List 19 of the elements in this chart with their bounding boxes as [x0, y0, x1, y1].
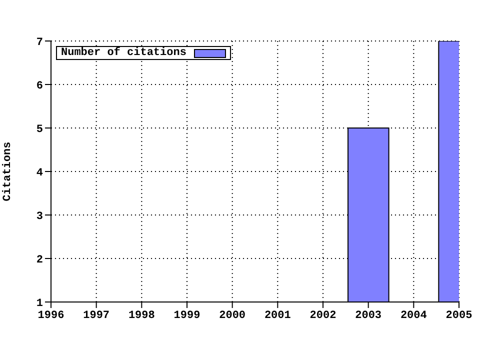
y-tick-label: 7 — [36, 36, 43, 49]
x-tick-label: 1999 — [174, 310, 200, 322]
y-tick-label: 6 — [36, 80, 43, 92]
y-tick-label: 1 — [36, 298, 44, 310]
legend-label: Number of citations — [61, 47, 186, 59]
y-tick-label: 2 — [36, 254, 43, 266]
x-tick-label: 1998 — [128, 310, 156, 322]
y-tick-label: 5 — [36, 124, 44, 136]
x-tick-label: 2001 — [264, 310, 292, 322]
x-tick-label: 1996 — [38, 310, 64, 322]
y-tick-label: 4 — [36, 167, 44, 180]
y-tick-label: 3 — [36, 210, 44, 223]
x-tick-label: 2003 — [355, 310, 382, 322]
x-tick-label: 2005 — [446, 310, 473, 322]
x-tick-label: 1997 — [83, 310, 110, 322]
x-tick-label: 2000 — [219, 310, 246, 322]
x-tick-label: 2004 — [400, 310, 428, 322]
y-axis-title: Citations — [2, 142, 14, 202]
x-tick-label: 2002 — [310, 310, 336, 322]
